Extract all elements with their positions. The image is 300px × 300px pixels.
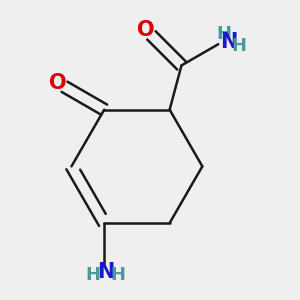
Text: O: O — [49, 73, 66, 93]
Text: H: H — [110, 266, 125, 284]
Text: H: H — [216, 25, 231, 43]
Text: H: H — [231, 37, 246, 55]
Text: O: O — [137, 20, 154, 40]
Text: N: N — [220, 32, 237, 52]
Text: N: N — [97, 262, 115, 282]
Text: H: H — [85, 266, 100, 284]
